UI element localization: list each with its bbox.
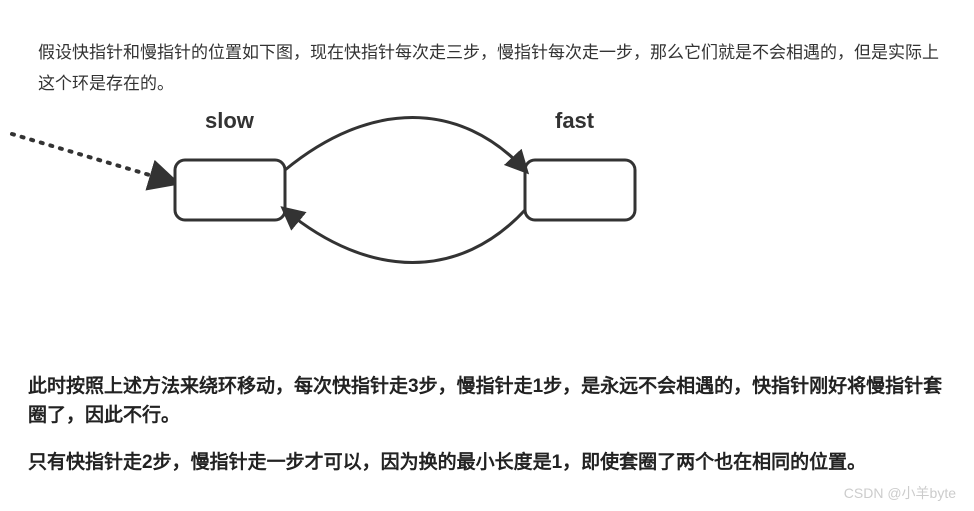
fast-node: [525, 160, 635, 220]
intro-paragraph: 假设快指针和慢指针的位置如下图，现在快指针每次走三步，慢指针每次走一步，那么它们…: [38, 38, 944, 99]
edge-top-arc: [285, 118, 525, 171]
dotted-tail: [12, 134, 173, 182]
slow-node: [175, 160, 285, 220]
fast-label: fast: [555, 108, 594, 134]
explanation-paragraph-2: 只有快指针走2步，慢指针走一步才可以，因为换的最小长度是1，即使套圈了两个也在相…: [28, 448, 950, 477]
linked-list-cycle-diagram: slow fast: [0, 108, 720, 278]
explanation-paragraph-1: 此时按照上述方法来绕环移动，每次快指针走3步，慢指针走1步，是永远不会相遇的，快…: [28, 372, 950, 431]
watermark-text: CSDN @小羊byte: [844, 483, 956, 503]
diagram-svg: [0, 108, 720, 278]
edge-bottom-arc: [285, 210, 525, 263]
slow-label: slow: [205, 108, 254, 134]
